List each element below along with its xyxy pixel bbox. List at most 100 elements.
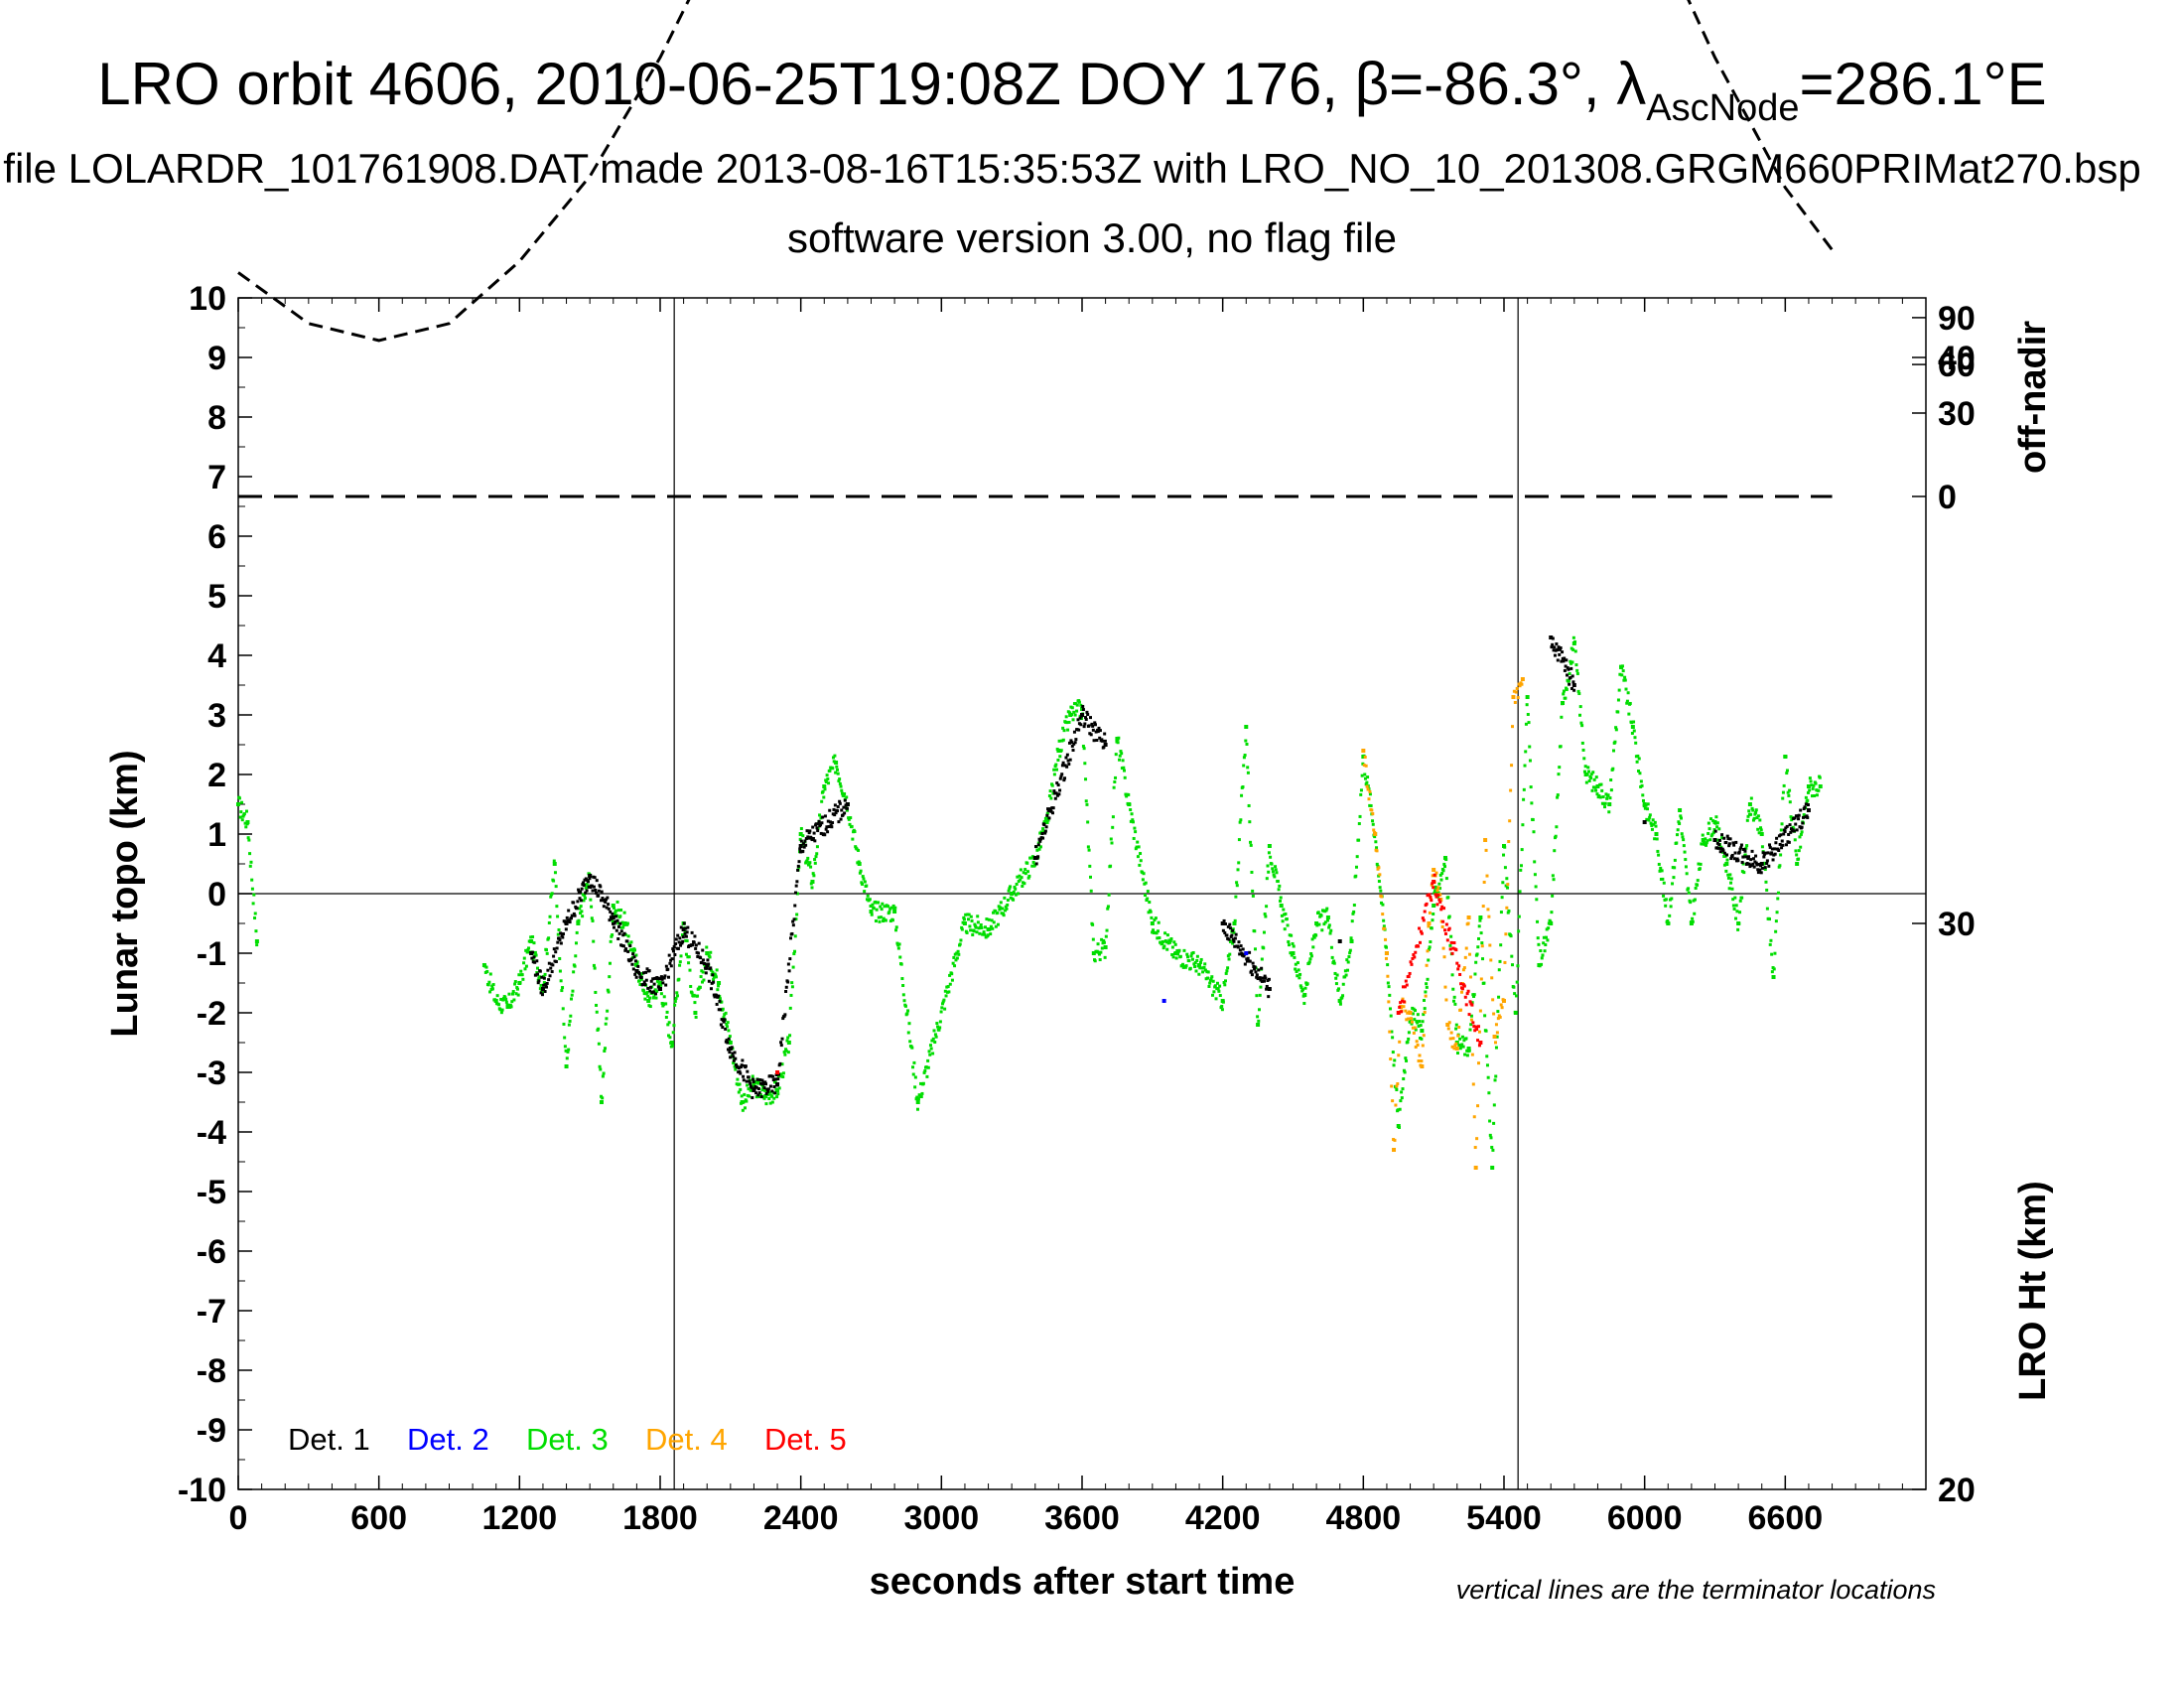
topo-point (1210, 975, 1214, 979)
topo-point (811, 825, 815, 829)
topo-point (748, 1094, 751, 1098)
legend-item-det-4: Det. 4 (645, 1422, 728, 1457)
topo-point (1630, 731, 1634, 735)
topo-point (1463, 955, 1467, 959)
topo-point (1747, 809, 1751, 813)
topo-point (793, 891, 797, 895)
topo-point (573, 914, 577, 917)
topo-point (517, 973, 521, 977)
topo-point (796, 868, 800, 872)
topo-point (1324, 909, 1328, 913)
topo-point (1598, 795, 1602, 799)
topo-point (742, 1078, 746, 1082)
topo-point (720, 1000, 724, 1004)
topo-point (1260, 957, 1264, 961)
topo-point (944, 994, 948, 998)
topo-point (1015, 882, 1019, 886)
topo-point (1757, 831, 1761, 835)
topo-point (639, 977, 643, 981)
topo-point (1375, 862, 1379, 866)
topo-point (1213, 984, 1217, 988)
topo-point (743, 1092, 747, 1096)
topo-point (1220, 1008, 1224, 1012)
topo-point (1544, 943, 1548, 947)
topo-point (1077, 699, 1081, 703)
topo-point (571, 989, 575, 993)
topo-point (1564, 696, 1568, 700)
topo-point (604, 898, 608, 902)
topo-point (1454, 1023, 1458, 1027)
topo-point (559, 941, 563, 945)
topo-point (756, 1093, 760, 1097)
topo-point (689, 984, 693, 988)
topo-point (1074, 738, 1078, 742)
topo-point (828, 808, 832, 812)
topo-point (1449, 1031, 1453, 1035)
topo-point (505, 1005, 510, 1009)
topo-point (1349, 939, 1354, 943)
topo-point (962, 921, 967, 925)
topo-point (1300, 988, 1304, 992)
topo-point (630, 962, 634, 966)
topo-point (1414, 950, 1418, 954)
topo-point (253, 916, 257, 920)
topo-point (911, 1065, 915, 1069)
topo-point (836, 804, 840, 808)
topo-point (677, 977, 681, 981)
topo-point (749, 1081, 752, 1085)
topo-point (1806, 798, 1810, 802)
topo-point (847, 817, 851, 821)
topo-point (1580, 741, 1584, 745)
topo-point (1206, 976, 1210, 980)
topo-point (1055, 781, 1059, 785)
topo-point (1549, 921, 1554, 925)
topo-point (740, 1063, 744, 1067)
topo-point (820, 821, 824, 825)
topo-point (1795, 828, 1799, 832)
topo-point (705, 966, 709, 970)
topo-point (1728, 837, 1732, 841)
topo-point (1791, 825, 1795, 829)
topo-point (1750, 849, 1754, 853)
topo-point (1264, 976, 1268, 980)
topo-point (1460, 987, 1464, 991)
topo-point (1803, 805, 1807, 809)
topo-point (641, 983, 645, 987)
topo-point (641, 989, 645, 993)
topo-point (574, 941, 578, 945)
topo-point (1428, 911, 1432, 914)
topo-point (1078, 716, 1082, 720)
topo-point (1004, 909, 1008, 913)
topo-point (1366, 775, 1370, 779)
topo-point (629, 940, 633, 944)
topo-point (603, 1049, 607, 1053)
topo-point (1569, 676, 1572, 680)
topo-point (1742, 871, 1746, 875)
topo-point (836, 772, 840, 775)
topo-point (1103, 945, 1108, 949)
topo-point (1373, 832, 1378, 836)
topo-point (934, 1035, 938, 1039)
topo-point (1148, 901, 1152, 905)
topo-point (1400, 1090, 1404, 1094)
topo-point (839, 817, 843, 821)
topo-point (1478, 915, 1483, 919)
topo-point (1448, 947, 1452, 951)
topo-point (1734, 840, 1738, 844)
topo-point (928, 1044, 932, 1048)
topo-point (652, 995, 656, 999)
topo-point (1722, 836, 1726, 840)
topo-point (1458, 972, 1462, 976)
topo-point (1759, 832, 1764, 836)
topo-point (1401, 1087, 1405, 1091)
topo-point (1743, 849, 1747, 853)
topo-point (590, 905, 594, 909)
topo-point (1427, 947, 1431, 951)
topo-point (1751, 857, 1755, 861)
topo-point (544, 985, 548, 989)
topo-point (833, 754, 837, 758)
topo-point (1581, 748, 1585, 752)
topo-point (1707, 827, 1711, 831)
topo-point (1046, 818, 1050, 822)
topo-point (806, 836, 810, 840)
